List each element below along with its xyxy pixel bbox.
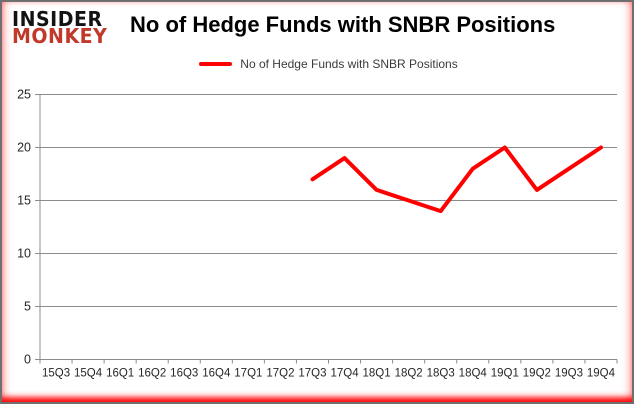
x-axis-tick-label: 15Q4: [74, 368, 103, 380]
chart-title: No of Hedge Funds with SNBR Positions: [130, 12, 556, 37]
y-axis-tick-label: 0: [24, 353, 31, 367]
x-axis-tick-label: 19Q4: [587, 368, 616, 380]
insider-monkey-logo: INSIDER MONKEY: [12, 7, 108, 49]
x-axis-tick-label: 17Q1: [234, 368, 262, 380]
x-axis-tick-label: 19Q2: [523, 368, 551, 380]
logo-monkey-text: MONKEY: [12, 25, 108, 49]
x-axis-tick-label: 16Q4: [202, 368, 231, 380]
series-line: [310, 145, 603, 214]
x-axis-tick-label: 17Q2: [266, 368, 294, 380]
y-axis-tick-label: 15: [17, 194, 31, 208]
legend-line-icon: [199, 62, 233, 66]
x-axis-tick-label: 19Q1: [491, 368, 519, 380]
x-axis-tick-label: 18Q4: [459, 368, 488, 380]
legend-label: No of Hedge Funds with SNBR Positions: [240, 57, 458, 71]
x-axis-tick-label: 18Q3: [427, 368, 455, 380]
logo-insider-text: INSIDER: [12, 7, 103, 32]
y-axis-tick-label: 5: [24, 300, 31, 314]
x-axis-tick-label: 16Q1: [106, 368, 134, 380]
x-axis-tick-label: 18Q2: [395, 368, 423, 380]
x-axis-tick-label: 17Q4: [330, 368, 359, 380]
x-axis-tick-label: 15Q3: [42, 368, 70, 380]
y-axis-tick-label: 20: [17, 141, 31, 155]
y-axis-tick-label: 25: [17, 88, 31, 102]
x-axis-tick-label: 17Q3: [298, 368, 326, 380]
x-axis-tick-label: 18Q1: [363, 368, 391, 380]
chart-legend: No of Hedge Funds with SNBR Positions: [40, 57, 617, 71]
x-axis-tick-label: 19Q3: [555, 368, 583, 380]
x-axis-tick-label: 16Q2: [138, 368, 166, 380]
y-axis-tick-label: 10: [17, 247, 31, 261]
x-axis-tick-label: 16Q3: [170, 368, 198, 380]
